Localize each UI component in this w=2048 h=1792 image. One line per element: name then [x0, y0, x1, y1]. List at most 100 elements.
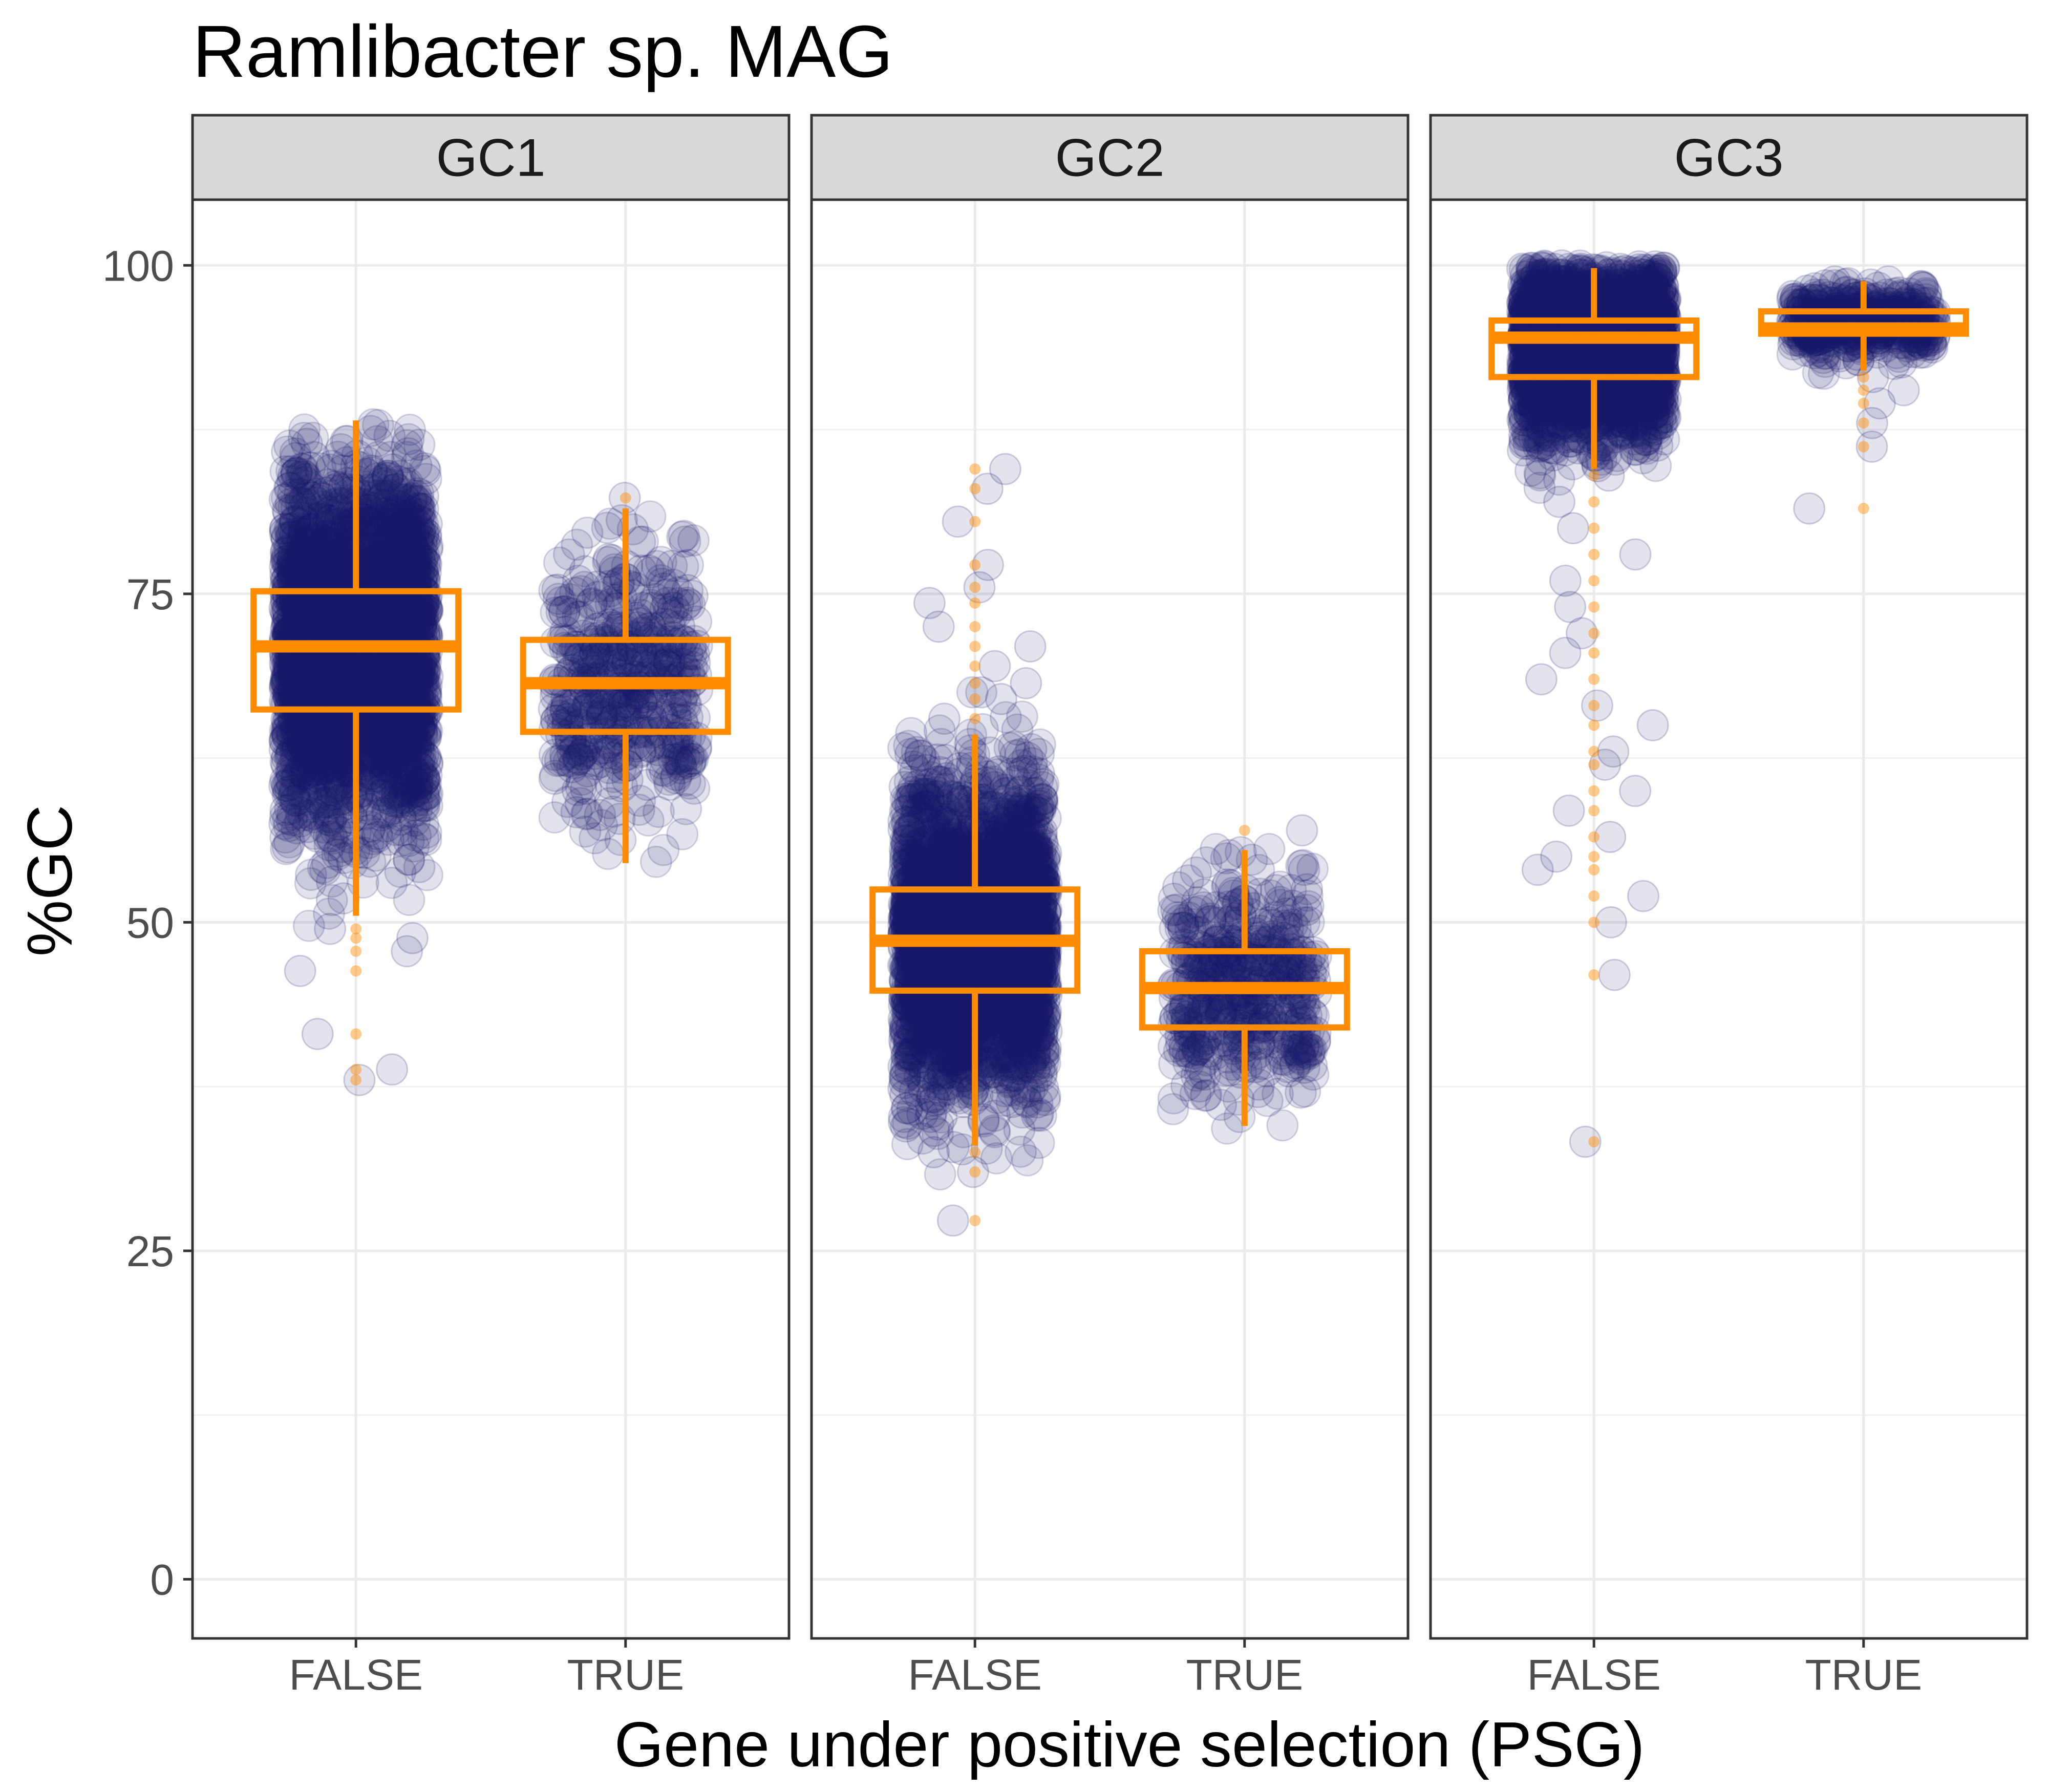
data-point	[281, 456, 313, 489]
data-point	[325, 603, 357, 635]
data-point	[376, 1053, 409, 1086]
data-point	[298, 818, 331, 850]
data-point	[301, 666, 333, 698]
data-point	[381, 550, 414, 583]
data-point	[583, 589, 615, 622]
data-point	[395, 564, 428, 597]
data-point	[344, 658, 377, 691]
data-point	[329, 601, 361, 633]
data-point	[364, 666, 397, 699]
data-point	[293, 451, 326, 484]
data-point	[360, 743, 393, 776]
data-point	[347, 480, 379, 512]
data-point	[395, 714, 428, 747]
data-point	[396, 530, 429, 563]
data-point	[369, 668, 402, 700]
data-point	[384, 856, 417, 888]
data-point	[386, 743, 418, 776]
data-point	[287, 517, 320, 550]
data-point	[301, 667, 333, 699]
data-point	[339, 598, 372, 630]
data-point	[335, 673, 368, 706]
data-point	[374, 660, 407, 693]
data-point	[385, 603, 418, 635]
data-point	[295, 481, 328, 514]
data-point	[371, 503, 403, 536]
data-point	[271, 661, 304, 694]
data-point	[398, 553, 431, 586]
data-point	[325, 433, 357, 465]
data-point	[295, 564, 327, 596]
data-point	[388, 669, 421, 702]
data-point	[307, 490, 340, 523]
data-point	[408, 761, 440, 794]
data-point	[376, 654, 409, 687]
data-point	[407, 808, 440, 841]
data-point	[594, 767, 627, 800]
data-point	[292, 652, 325, 685]
data-point	[361, 462, 394, 495]
data-point	[400, 729, 432, 761]
data-point	[301, 486, 333, 519]
data-point	[302, 548, 334, 581]
data-point	[325, 662, 358, 694]
data-point	[321, 735, 353, 768]
data-point	[368, 722, 401, 755]
data-point	[305, 601, 337, 634]
data-point	[314, 912, 347, 945]
data-point	[307, 539, 340, 571]
data-point	[406, 552, 439, 585]
data-point	[319, 655, 351, 688]
data-point	[369, 652, 401, 685]
data-point	[323, 754, 356, 786]
panel-background	[193, 200, 789, 1638]
outlier-point	[350, 965, 362, 977]
data-point	[655, 549, 688, 582]
data-point	[298, 551, 331, 584]
data-point	[284, 608, 316, 641]
data-point	[666, 818, 699, 850]
data-point	[352, 504, 385, 537]
data-point	[674, 767, 706, 800]
data-point	[379, 814, 412, 846]
data-point	[397, 544, 430, 577]
data-point	[543, 546, 575, 579]
data-point	[347, 866, 379, 899]
data-point	[321, 527, 353, 560]
data-point	[406, 666, 439, 699]
data-point	[311, 847, 344, 879]
data-point	[378, 505, 411, 538]
data-point	[372, 656, 404, 689]
data-point	[300, 508, 333, 541]
data-point	[389, 506, 422, 539]
data-point	[553, 583, 586, 615]
data-point	[334, 652, 367, 685]
data-point	[271, 435, 304, 468]
data-point	[396, 704, 429, 737]
data-point	[296, 655, 329, 688]
data-point	[308, 657, 341, 690]
data-point	[400, 595, 433, 628]
data-point	[287, 518, 320, 550]
data-point	[279, 737, 312, 770]
data-point	[396, 727, 429, 759]
data-point	[276, 546, 309, 579]
data-point	[310, 653, 343, 686]
group-false	[250, 408, 462, 1096]
data-point	[403, 602, 436, 635]
data-point	[372, 782, 404, 815]
data-point	[300, 522, 333, 554]
data-point	[343, 536, 376, 569]
data-point	[294, 514, 327, 546]
data-point	[387, 507, 419, 540]
data-point	[270, 664, 303, 697]
data-point	[364, 608, 396, 641]
outlier-point	[350, 945, 362, 957]
data-point	[279, 506, 312, 539]
data-point	[365, 718, 397, 750]
data-point	[364, 536, 396, 569]
data-point	[572, 644, 605, 677]
data-point	[389, 753, 421, 786]
data-point	[389, 673, 422, 706]
